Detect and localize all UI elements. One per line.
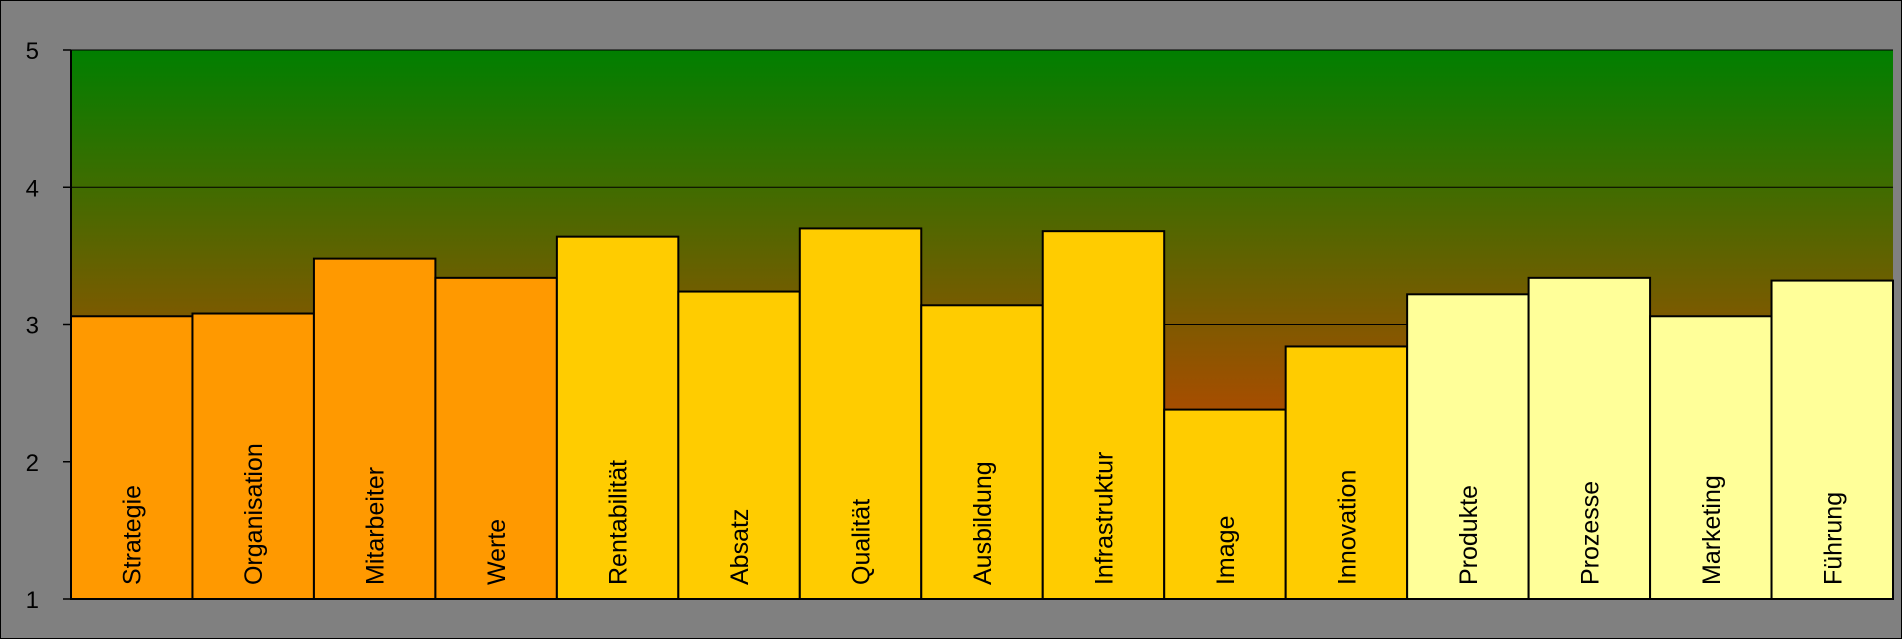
bar-label: Qualität [848, 499, 876, 585]
bar-10 [1284, 345, 1409, 600]
bar-4 [555, 235, 680, 600]
y-tick-label: 4 [26, 175, 39, 202]
bar-14 [1770, 279, 1894, 600]
bar-9 [1163, 408, 1287, 600]
bar-label: Produkte [1455, 485, 1483, 585]
bar-label: Organisation [240, 443, 268, 585]
bar-6 [798, 227, 923, 601]
bar-label: Innovation [1333, 470, 1361, 585]
bar-label: Werte [483, 519, 511, 585]
bar-label: Marketing [1698, 475, 1726, 585]
bar-label: Rentabilität [605, 460, 633, 585]
bar-11 [1406, 293, 1530, 600]
bar-8 [1041, 230, 1166, 600]
bar-0 [70, 315, 194, 600]
bar-label: Ausbildung [969, 461, 997, 585]
bar-5 [677, 290, 801, 600]
bar-label: Mitarbeiter [362, 467, 390, 585]
bar-label: Image [1212, 516, 1240, 585]
y-tick-label: 1 [26, 587, 39, 614]
bar-3 [434, 276, 558, 600]
y-axis-ticks: 1 2 3 4 5 [26, 38, 71, 614]
bar-label: Infrastruktur [1090, 452, 1118, 585]
bar-label: Absatz [726, 509, 754, 585]
bars: Strategie Organisation Mitarbeiter Werte Ren… [70, 227, 1894, 601]
bar-7 [920, 304, 1044, 600]
bar-label: Führung [1819, 492, 1847, 585]
y-tick-label: 3 [26, 313, 39, 340]
y-tick-label: 5 [26, 38, 39, 65]
bar-label: Prozesse [1576, 481, 1604, 585]
bar-label: Strategie [119, 485, 147, 585]
bar-2 [312, 257, 437, 600]
y-tick-label: 2 [26, 450, 39, 477]
